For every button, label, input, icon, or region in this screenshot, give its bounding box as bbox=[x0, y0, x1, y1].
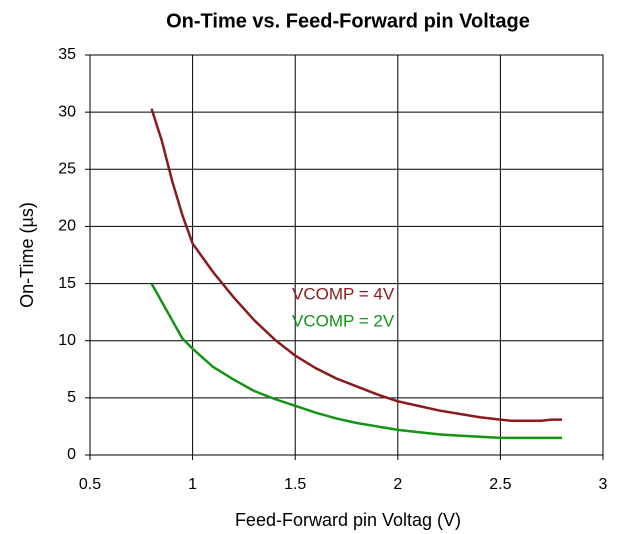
plot-border bbox=[89, 54, 604, 456]
y-tick-label: 5 bbox=[67, 389, 76, 406]
legend-label: VCOMP = 2V bbox=[292, 311, 395, 330]
series-line bbox=[150, 108, 562, 422]
y-tick-label: 25 bbox=[58, 161, 76, 178]
x-tick-label: 3 bbox=[599, 476, 608, 493]
chart-title: On-Time vs. Feed-Forward pin Voltage bbox=[166, 10, 530, 32]
x-axis-label: Feed-Forward pin Voltag (V) bbox=[235, 510, 461, 530]
y-tick-label: 20 bbox=[58, 218, 76, 235]
series-line bbox=[150, 282, 562, 440]
y-tick-label: 10 bbox=[58, 332, 76, 349]
legend-label: VCOMP = 4V bbox=[292, 284, 395, 303]
x-tick-label: 0.5 bbox=[79, 476, 101, 493]
y-tick-label: 0 bbox=[67, 446, 76, 463]
x-tick-label: 2 bbox=[393, 476, 402, 493]
x-tick-label: 1 bbox=[188, 476, 197, 493]
y-tick-label: 15 bbox=[58, 275, 76, 292]
x-tick-label: 1.5 bbox=[284, 476, 306, 493]
y-axis-label: On-Time (µs) bbox=[17, 202, 37, 308]
y-tick-label: 30 bbox=[58, 103, 76, 120]
x-tick-label: 2.5 bbox=[489, 476, 511, 493]
y-tick-label: 35 bbox=[58, 46, 76, 63]
